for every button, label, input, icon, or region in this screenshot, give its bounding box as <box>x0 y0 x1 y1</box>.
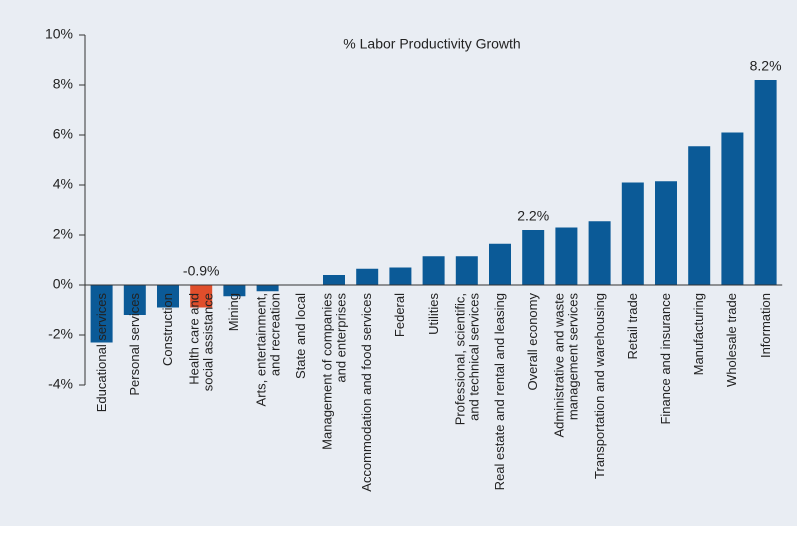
x-tick-label: Manufacturing <box>691 293 707 376</box>
y-tick-label: -4% <box>48 376 73 392</box>
bar <box>555 227 578 285</box>
x-tick-label: Arts, entertainment, and recreation <box>252 293 282 407</box>
value-label: -0.9% <box>183 263 220 279</box>
x-tick-label: Utilities <box>425 293 441 335</box>
y-tick-label: 4% <box>53 176 73 192</box>
y-tick-label: -2% <box>48 326 73 342</box>
x-tick-label: Construction <box>160 293 176 366</box>
x-tick-label: Mining <box>226 293 242 332</box>
x-tick-label: Federal <box>392 293 408 338</box>
x-tick-label: Real estate and rental and leasing <box>492 293 508 491</box>
bar <box>754 80 777 285</box>
x-tick-label: Administrative and waste management serv… <box>551 293 581 438</box>
bar <box>522 230 545 285</box>
bar <box>422 256 445 285</box>
bar <box>190 285 213 308</box>
x-tick-label: Information <box>757 293 773 359</box>
y-tick-label: 8% <box>53 76 73 92</box>
bar <box>323 275 345 285</box>
x-tick-label: Educational services <box>93 293 109 413</box>
x-tick-label: Management of companies and enterprises <box>319 293 348 450</box>
bar <box>123 285 146 315</box>
bar <box>356 268 379 285</box>
x-tick-label: State and local <box>292 293 308 380</box>
bar <box>621 182 644 285</box>
x-tick-label: Accommodation and food services <box>359 293 375 492</box>
value-label: 2.2% <box>517 208 549 224</box>
x-tick-label: Transportation and warehousing <box>591 293 607 479</box>
bar <box>588 221 611 285</box>
bar <box>90 285 113 343</box>
x-tick-label: Health care and social assistance <box>186 293 216 392</box>
bar <box>688 146 711 285</box>
y-tick-label: 6% <box>53 126 73 142</box>
x-tick-label: Personal services <box>126 293 142 396</box>
x-tick-label: Professional, scientific, and technical … <box>452 293 481 426</box>
x-tick-label: Retail trade <box>624 293 640 360</box>
bar <box>489 243 511 285</box>
bar <box>455 256 478 285</box>
background <box>0 0 797 526</box>
x-tick-label: Wholesale trade <box>724 293 740 387</box>
y-tick-label: 10% <box>45 26 73 42</box>
bar <box>655 181 677 285</box>
y-tick-label: 2% <box>53 226 73 242</box>
bar <box>256 285 279 292</box>
value-label: 8.2% <box>750 58 782 74</box>
chart-title: % Labor Productivity Growth <box>343 36 520 52</box>
bar <box>157 285 179 308</box>
x-tick-label: Finance and insurance <box>658 293 674 425</box>
bar <box>223 285 246 297</box>
y-tick-label: 0% <box>53 276 73 292</box>
bar <box>389 267 412 285</box>
bar <box>721 132 744 285</box>
x-tick-label: Overall economy <box>525 293 541 391</box>
